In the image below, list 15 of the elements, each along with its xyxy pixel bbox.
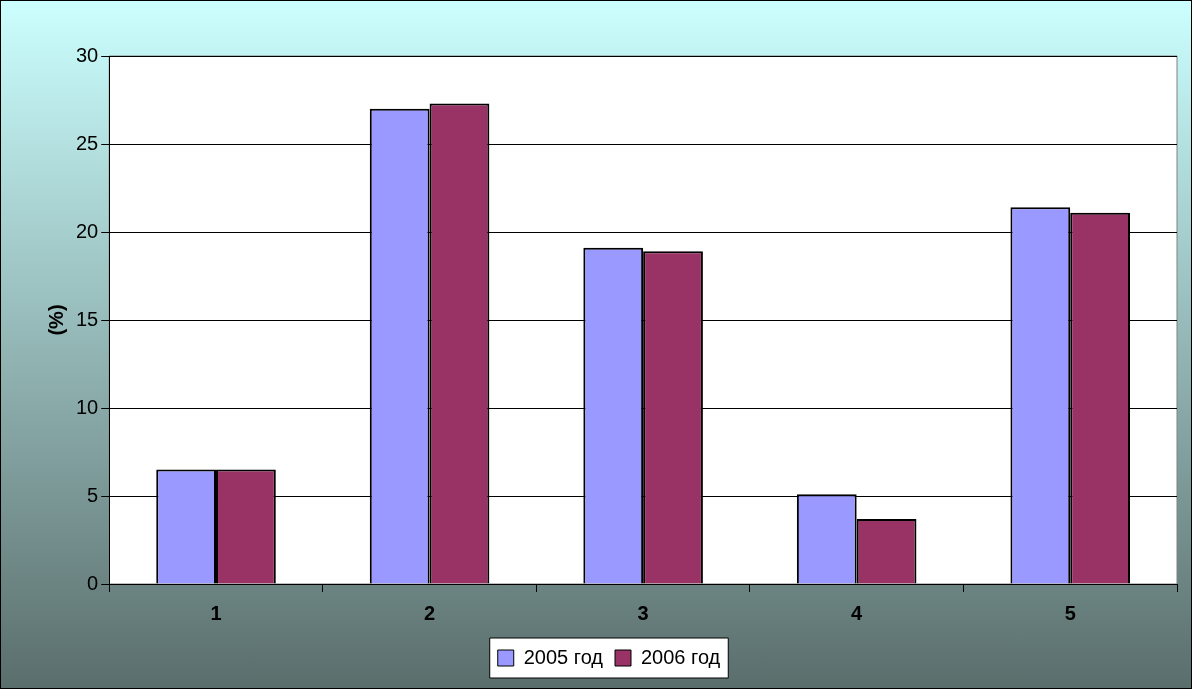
y-axis-title: (%)	[44, 304, 67, 336]
legend-label: 2006 год	[641, 645, 721, 668]
y-tick-label: 0	[87, 571, 99, 594]
y-tick-label: 20	[76, 219, 99, 242]
y-tick-label: 25	[76, 131, 99, 154]
x-tick-label: 1	[210, 601, 222, 624]
y-tick-label: 5	[87, 483, 99, 506]
legend-label: 2005 год	[523, 645, 604, 668]
y-tick-label: 15	[76, 307, 99, 330]
x-tick-label: 4	[851, 601, 864, 624]
x-tick-label: 2	[424, 601, 436, 624]
y-tick-label: 30	[76, 43, 99, 66]
y-tick-label: 10	[76, 395, 99, 418]
x-tick-label: 3	[637, 601, 649, 624]
x-tick-label: 5	[1064, 601, 1076, 624]
